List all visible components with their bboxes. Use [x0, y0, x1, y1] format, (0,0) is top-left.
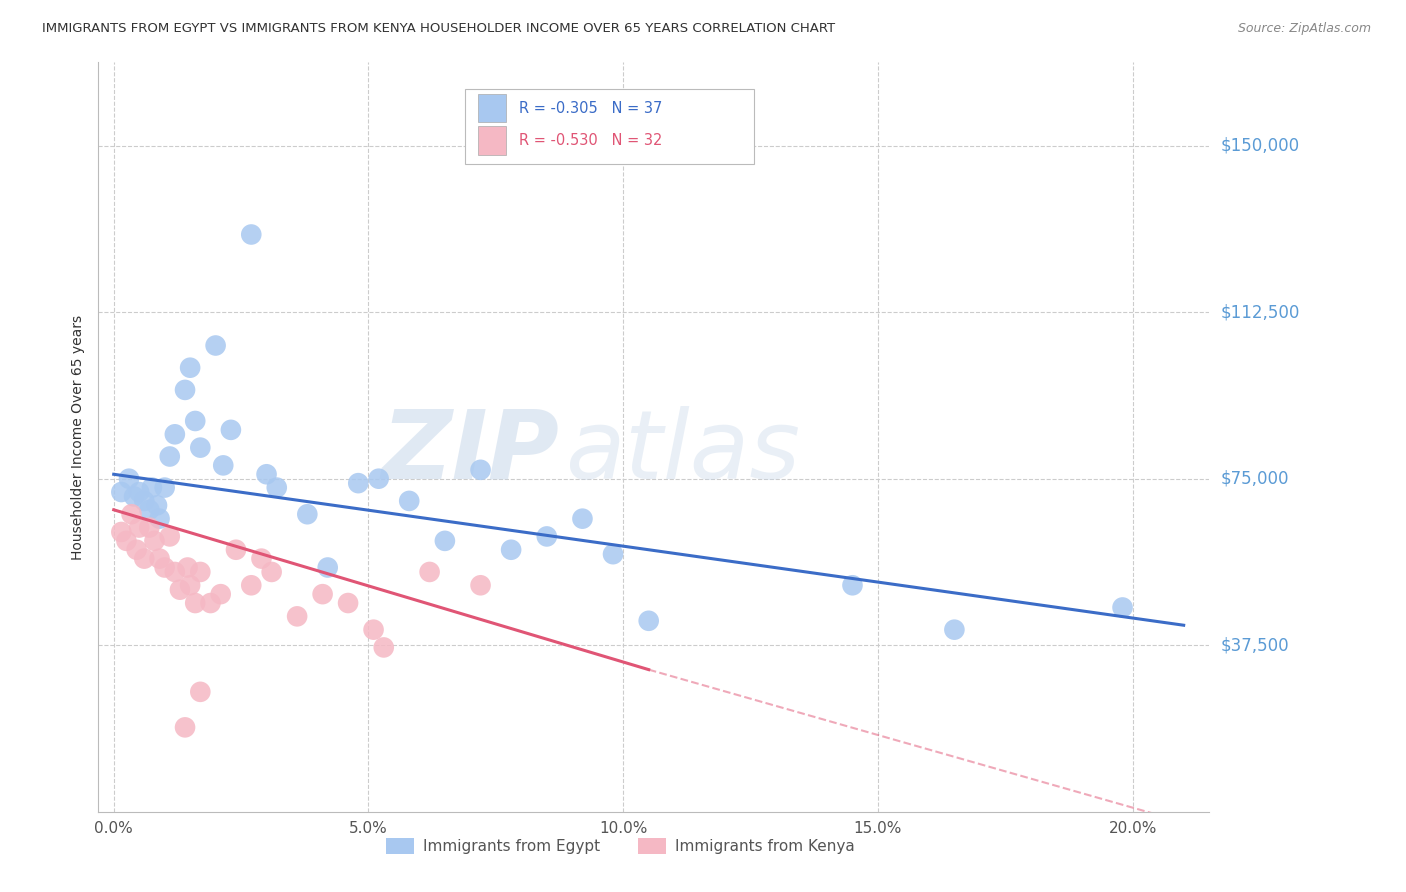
- Point: [637, 614, 659, 628]
- Point: [115, 533, 138, 548]
- Point: [571, 511, 593, 525]
- Point: [250, 551, 273, 566]
- Point: [122, 490, 145, 504]
- FancyBboxPatch shape: [478, 126, 506, 154]
- Point: [367, 472, 389, 486]
- Point: [501, 542, 523, 557]
- Text: $37,500: $37,500: [1220, 636, 1289, 654]
- Point: [118, 472, 141, 486]
- Point: [536, 529, 558, 543]
- Point: [256, 467, 278, 482]
- FancyBboxPatch shape: [465, 88, 754, 163]
- Point: [125, 542, 148, 557]
- Point: [260, 565, 283, 579]
- Point: [141, 481, 163, 495]
- Point: [153, 481, 176, 495]
- Point: [602, 547, 624, 561]
- Point: [174, 383, 197, 397]
- Point: [184, 596, 207, 610]
- Point: [128, 485, 150, 500]
- Point: [200, 596, 222, 610]
- Point: [311, 587, 333, 601]
- Point: [219, 423, 242, 437]
- Point: [143, 533, 166, 548]
- Point: [176, 560, 198, 574]
- Point: [148, 511, 170, 525]
- Text: R = -0.305   N = 37: R = -0.305 N = 37: [519, 101, 662, 116]
- Point: [433, 533, 456, 548]
- FancyBboxPatch shape: [478, 94, 506, 122]
- Point: [1111, 600, 1133, 615]
- Point: [110, 524, 132, 539]
- Point: [153, 560, 176, 574]
- Point: [134, 551, 156, 566]
- Y-axis label: Householder Income Over 65 years: Householder Income Over 65 years: [70, 315, 84, 559]
- Text: R = -0.530   N = 32: R = -0.530 N = 32: [519, 133, 662, 148]
- Point: [240, 227, 263, 242]
- Point: [470, 578, 492, 592]
- Point: [225, 542, 247, 557]
- Point: [184, 414, 207, 428]
- Point: [128, 520, 150, 534]
- Point: [470, 463, 492, 477]
- Text: atlas: atlas: [565, 406, 800, 499]
- Point: [146, 499, 169, 513]
- Point: [169, 582, 191, 597]
- Point: [138, 520, 160, 534]
- Point: [209, 587, 232, 601]
- Point: [163, 565, 186, 579]
- Point: [240, 578, 263, 592]
- Text: $150,000: $150,000: [1220, 136, 1299, 154]
- Point: [163, 427, 186, 442]
- Legend: Immigrants from Egypt, Immigrants from Kenya: Immigrants from Egypt, Immigrants from K…: [380, 832, 860, 860]
- Text: Source: ZipAtlas.com: Source: ZipAtlas.com: [1237, 22, 1371, 36]
- Point: [204, 338, 226, 352]
- Point: [398, 494, 420, 508]
- Point: [347, 476, 370, 491]
- Point: [373, 640, 395, 655]
- Point: [174, 720, 197, 734]
- Text: $75,000: $75,000: [1220, 470, 1289, 488]
- Point: [138, 503, 160, 517]
- Point: [159, 450, 181, 464]
- Point: [316, 560, 339, 574]
- Point: [179, 360, 201, 375]
- Point: [337, 596, 360, 610]
- Text: ZIP: ZIP: [381, 406, 560, 499]
- Text: $112,500: $112,500: [1220, 303, 1299, 321]
- Point: [188, 565, 211, 579]
- Point: [297, 507, 319, 521]
- Point: [188, 685, 211, 699]
- Point: [943, 623, 966, 637]
- Point: [188, 441, 211, 455]
- Point: [110, 485, 132, 500]
- Point: [266, 481, 288, 495]
- Text: IMMIGRANTS FROM EGYPT VS IMMIGRANTS FROM KENYA HOUSEHOLDER INCOME OVER 65 YEARS : IMMIGRANTS FROM EGYPT VS IMMIGRANTS FROM…: [42, 22, 835, 36]
- Point: [363, 623, 385, 637]
- Point: [212, 458, 235, 473]
- Point: [285, 609, 308, 624]
- Point: [134, 494, 156, 508]
- Point: [159, 529, 181, 543]
- Point: [419, 565, 441, 579]
- Point: [121, 507, 143, 521]
- Point: [179, 578, 201, 592]
- Point: [841, 578, 863, 592]
- Point: [148, 551, 170, 566]
